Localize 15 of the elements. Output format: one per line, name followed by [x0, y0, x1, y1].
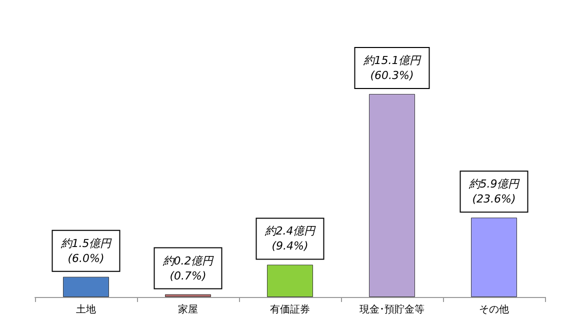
- bar: [369, 94, 415, 297]
- x-tick-label: 家屋: [178, 304, 198, 316]
- bar: [267, 264, 313, 297]
- bar: [63, 276, 109, 297]
- x-tick-label: 土地: [76, 304, 96, 316]
- data-label: 約1.5億円 (6.0%): [60, 236, 112, 265]
- data-label: 約5.9億円 (23.6%): [468, 178, 520, 206]
- x-tick-label: 現金･預貯金等: [360, 304, 424, 316]
- data-label: 約0.2億円 (0.7%): [162, 254, 214, 282]
- bar: [165, 294, 211, 297]
- x-tick-label: 有価証券: [270, 304, 310, 316]
- bar: [471, 218, 517, 297]
- x-tick-label: その他: [479, 304, 509, 316]
- data-label: 約2.4億円 (9.4%): [264, 224, 316, 253]
- data-label: 約15.1億円 (60.3%): [362, 54, 422, 82]
